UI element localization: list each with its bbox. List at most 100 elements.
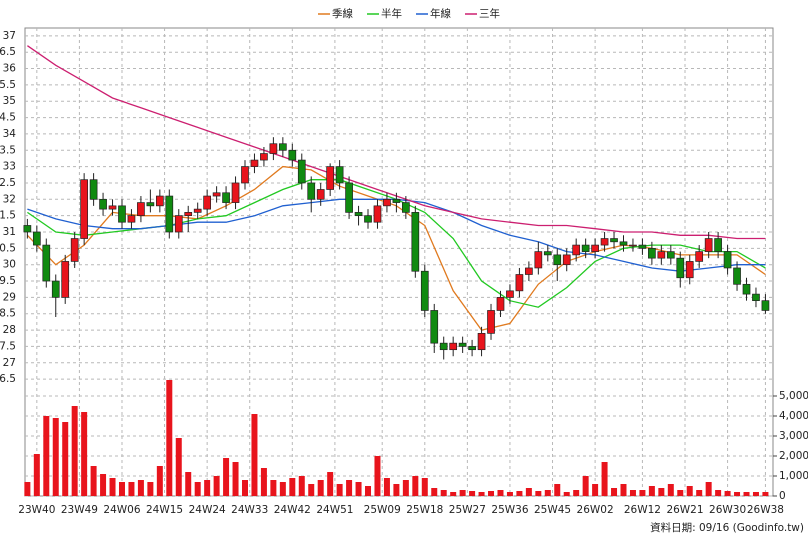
volume-bar <box>402 480 409 496</box>
volume-bar <box>450 492 457 496</box>
candle-body <box>307 182 316 200</box>
volume-bar <box>421 478 428 496</box>
y-tick-label: 28.5 <box>0 308 16 320</box>
candle-body <box>241 166 249 184</box>
volume-bar <box>412 476 419 496</box>
volume-bar <box>194 482 201 496</box>
volume-bar <box>573 490 580 496</box>
candle-body <box>666 251 675 259</box>
volume-bar <box>365 486 372 496</box>
candle-body <box>685 261 694 279</box>
y-tick-label: 32.5 <box>0 177 16 189</box>
candle-body <box>155 195 164 207</box>
x-tick-label: 23W40 <box>18 504 55 516</box>
candle-body <box>99 198 107 210</box>
x-tick-label: 26W30 <box>709 504 746 516</box>
volume-bar <box>279 482 286 496</box>
candle-body <box>32 231 41 246</box>
candle-body <box>193 208 202 213</box>
volume-bar <box>620 484 627 496</box>
y-tick-label: 26.5 <box>0 373 16 385</box>
candle-body <box>411 212 420 272</box>
volume-bar <box>743 492 750 496</box>
y-tick-label: 29 <box>3 291 16 303</box>
candle-body <box>61 261 70 298</box>
candle-body <box>714 238 722 252</box>
volume-bar <box>298 476 305 496</box>
candle-body <box>543 251 552 256</box>
volume-bar <box>516 491 523 496</box>
volume-bar <box>374 456 381 496</box>
volume-bar <box>43 416 50 496</box>
volume-bar <box>147 482 154 496</box>
volume-bar <box>270 480 277 496</box>
volume-bar <box>33 454 40 496</box>
volume-bar <box>204 480 211 496</box>
candle-body <box>42 244 51 282</box>
volume-bar <box>251 414 258 496</box>
volume-bar <box>554 484 561 496</box>
volume-bar <box>317 480 324 496</box>
y-tick-label: 29.5 <box>0 275 16 287</box>
candle-body <box>203 195 212 210</box>
volume-bar <box>71 406 78 496</box>
y-tick-label: 33.5 <box>0 144 16 156</box>
x-tick-label: 25W36 <box>491 504 528 516</box>
candle-body <box>600 238 609 246</box>
volume-bar <box>544 490 551 496</box>
volume-bar <box>175 438 182 496</box>
volume-bar <box>592 484 599 496</box>
candle-body <box>487 310 495 334</box>
y-tick-label: 30.5 <box>0 242 16 254</box>
candle-body <box>648 247 656 259</box>
candle-body <box>51 280 60 298</box>
y-tick-label: 37 <box>3 30 16 42</box>
volume-bar <box>137 480 144 496</box>
y-tick-label: 34 <box>3 128 17 140</box>
candle-body <box>742 283 751 295</box>
volume-bar <box>118 482 125 496</box>
candle-body <box>515 274 524 292</box>
candle-body <box>439 342 448 351</box>
source: 資料日期: 09/16 (Goodinfo.tw) <box>650 521 804 534</box>
volume-bar <box>81 412 88 496</box>
y-tick-label: 27 <box>3 357 16 369</box>
x-tick-label: 24W51 <box>316 504 353 516</box>
candle-body <box>354 212 363 217</box>
candle-body <box>108 205 117 210</box>
volume-bar <box>440 490 447 496</box>
volume-bar <box>752 492 759 496</box>
volume-bar <box>488 491 495 496</box>
volume-bar <box>327 472 334 496</box>
volume-bar <box>24 482 31 496</box>
x-tick-label: 25W27 <box>449 504 486 516</box>
candle-body <box>723 251 732 269</box>
volume-bar <box>506 492 513 496</box>
volume-bar <box>696 490 703 496</box>
x-tick-label: 25W09 <box>364 504 401 516</box>
y2-tick-label: 1,000 <box>779 470 808 482</box>
volume-bar <box>156 466 163 496</box>
candle-body <box>562 254 571 266</box>
candle-body <box>174 215 183 233</box>
y2-tick-label: 3,000 <box>779 430 808 442</box>
x-tick-label: 26W21 <box>666 504 703 516</box>
candle-body <box>392 198 401 203</box>
y-tick-label: 28 <box>3 324 16 336</box>
candle-body <box>146 202 155 207</box>
candle-body <box>525 267 533 275</box>
x-tick-label: 24W24 <box>189 504 226 516</box>
plot-frame <box>24 27 774 497</box>
volume-bar <box>260 468 267 496</box>
volume-bar <box>525 488 532 496</box>
volume-bar <box>213 476 220 496</box>
volume-bar <box>677 490 684 496</box>
y-tick-label: 36 <box>3 63 17 75</box>
volume-bar <box>705 482 712 496</box>
volume-bar <box>497 490 504 496</box>
volume-bar <box>724 491 731 496</box>
y-tick-label: 35.5 <box>0 79 16 91</box>
y-tick-label: 27.5 <box>0 340 16 352</box>
y-tick-label: 34.5 <box>0 112 16 124</box>
